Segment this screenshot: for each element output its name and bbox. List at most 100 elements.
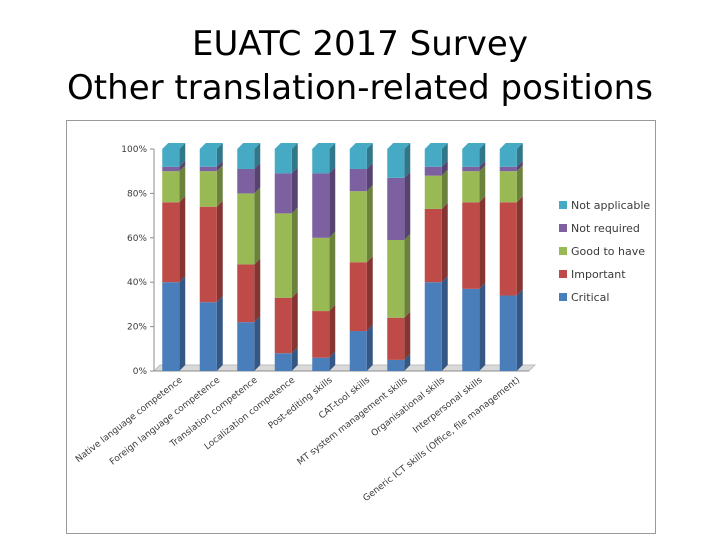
bar-side (179, 165, 186, 203)
bar-side (254, 316, 261, 371)
bar-side (516, 165, 523, 203)
bar-segment (387, 359, 405, 371)
bar-segment (424, 166, 442, 176)
bar-segment (274, 149, 292, 174)
bar-side (254, 143, 261, 169)
legend-swatch (559, 224, 567, 232)
category-label: Post-editing skills (267, 375, 335, 431)
bar-side (441, 202, 448, 283)
bar-segment (499, 295, 517, 371)
bar-side (366, 256, 373, 332)
bar-side (254, 258, 261, 323)
bar-segment (499, 171, 517, 203)
bar-side (179, 160, 186, 172)
bar-segment (274, 297, 292, 354)
bar-segment (387, 177, 405, 241)
bar-segment (499, 202, 517, 296)
bar-segment (162, 202, 180, 283)
bar-side (479, 160, 486, 172)
bar-side (329, 231, 336, 312)
bar-segment (162, 282, 180, 371)
bar-side (291, 207, 298, 298)
bar-segment (462, 171, 480, 203)
bar-side (366, 185, 373, 263)
category-label: Organisational skills (370, 375, 448, 439)
bar-top (424, 143, 448, 149)
bar-side (404, 234, 411, 318)
legend-swatch (559, 293, 567, 301)
bar-side (516, 143, 523, 167)
category-label: Interpersonal skills (411, 375, 484, 435)
bar-top (387, 143, 411, 149)
bar-segment (237, 168, 255, 194)
bar-segment (199, 166, 217, 172)
bar-segment (424, 282, 442, 371)
bar-segment (462, 288, 480, 371)
y-tick-label: 80% (127, 189, 147, 199)
bar-segment (274, 213, 292, 298)
bar-side (516, 196, 523, 296)
slide-title-line-1: EUATC 2017 Survey (192, 24, 528, 64)
bar-segment (462, 166, 480, 172)
bar-side (404, 311, 411, 360)
bar-side (216, 296, 223, 371)
bar-segment (424, 208, 442, 283)
bar-side (366, 325, 373, 371)
bar-segment (387, 317, 405, 360)
bar-side (254, 162, 261, 194)
bar-side (441, 143, 448, 167)
legend-label: Critical (571, 291, 609, 304)
bar-top (274, 143, 298, 149)
bar-segment (199, 206, 217, 303)
bar-side (479, 143, 486, 167)
y-tick-label: 40% (127, 278, 147, 288)
bar-top (462, 143, 486, 149)
bar-top (199, 143, 223, 149)
bar-segment (387, 149, 405, 178)
bar-side (179, 276, 186, 371)
bar-side (479, 165, 486, 203)
bar-side (216, 200, 223, 303)
bar-segment (424, 175, 442, 209)
bar-side (291, 167, 298, 214)
bar-side (441, 169, 448, 209)
bar-segment (162, 166, 180, 172)
legend-swatch (559, 247, 567, 255)
bar-segment (349, 149, 367, 169)
bar-segment (312, 173, 330, 238)
bar-top (499, 143, 523, 149)
bar-segment (462, 149, 480, 167)
bar-side (329, 305, 336, 358)
bar-segment (387, 240, 405, 318)
bar-side (216, 165, 223, 207)
bar-segment (199, 149, 217, 167)
bar-side (291, 347, 298, 371)
bar-segment (462, 202, 480, 289)
bar-segment (162, 149, 180, 167)
bar-segment (312, 237, 330, 312)
y-tick-label: 0% (133, 367, 148, 377)
bar-side (291, 143, 298, 174)
legend-label: Not applicable (571, 199, 650, 212)
bar-segment (199, 302, 217, 371)
bar-side (329, 351, 336, 371)
bar-top (312, 143, 336, 149)
bar-top (237, 143, 261, 149)
bar-side (179, 143, 186, 167)
bar-side (216, 160, 223, 172)
bar-side (404, 171, 411, 241)
bar-side (516, 289, 523, 371)
bar-side (479, 282, 486, 371)
bar-segment (424, 149, 442, 167)
bar-segment (162, 171, 180, 203)
bar-side (216, 143, 223, 167)
bar-segment (499, 166, 517, 172)
bar-segment (237, 149, 255, 169)
bar-side (366, 162, 373, 192)
bar-segment (237, 322, 255, 371)
bar-side (254, 187, 261, 265)
bar-side (179, 196, 186, 283)
bar-segment (312, 311, 330, 358)
slide-title-line-2: Other translation-related positions (67, 68, 653, 108)
bar-side (441, 160, 448, 176)
